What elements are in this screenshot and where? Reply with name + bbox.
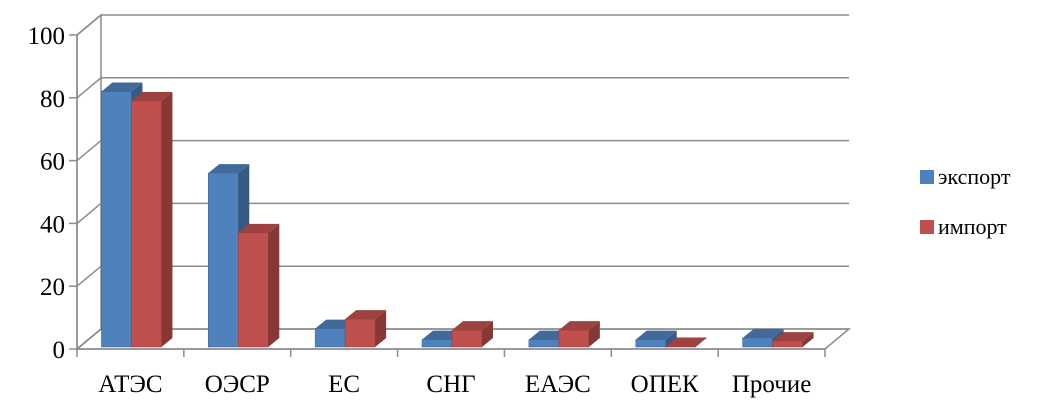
x-tick-label: ЕС bbox=[328, 371, 360, 398]
legend-item-экспорт: экспорт bbox=[920, 164, 1011, 189]
y-axis: 0 20 40 60 80 100 bbox=[28, 23, 78, 364]
x-tick-label: ЕАЭС bbox=[525, 371, 591, 398]
bar-импорт-ЕАЭС bbox=[558, 321, 600, 348]
gridline-60 bbox=[76, 139, 849, 162]
bar-импорт-ЕС bbox=[344, 310, 387, 348]
x-tick-label: СНГ bbox=[426, 371, 475, 398]
plot-walls bbox=[74, 13, 852, 351]
bar-импорт-Прочие bbox=[772, 332, 814, 348]
legend-swatch bbox=[920, 170, 934, 184]
x-tick-label: Прочие bbox=[732, 371, 811, 398]
bar-импорт-ОПЕК bbox=[665, 337, 707, 348]
x-axis: АТЭС ОЭСР ЕС СНГ ЕАЭС ОПЕК Прочие bbox=[76, 348, 826, 398]
gridline-80 bbox=[76, 77, 849, 99]
x-tick-label: ОПЕК bbox=[631, 371, 699, 398]
legend-swatch bbox=[920, 220, 934, 234]
gridlines bbox=[76, 14, 849, 350]
bar-импорт-ОЭСР bbox=[238, 223, 280, 348]
bars bbox=[101, 82, 814, 348]
side-wall bbox=[76, 13, 102, 351]
gridline-40 bbox=[76, 202, 849, 224]
legend: экспорт импорт bbox=[920, 164, 1011, 239]
gridline-100 bbox=[76, 14, 849, 36]
y-tick-label: 100 bbox=[28, 23, 66, 50]
legend-label: экспорт bbox=[938, 164, 1011, 189]
y-tick-label: 0 bbox=[53, 337, 66, 364]
y-tick-label: 20 bbox=[40, 274, 65, 301]
legend-label: импорт bbox=[938, 214, 1007, 239]
bar-импорт-АТЭС bbox=[131, 91, 173, 348]
y-tick-label: 40 bbox=[40, 211, 65, 238]
x-tick-label: ОЭСР bbox=[205, 371, 270, 398]
gridline-20 bbox=[76, 265, 849, 287]
bar-экспорт-ОПЕК bbox=[635, 330, 677, 348]
legend-item-импорт: импорт bbox=[920, 214, 1007, 239]
bar-импорт-СНГ bbox=[451, 321, 493, 348]
x-tick-label: АТЭС bbox=[98, 371, 162, 398]
y-tick-label: 60 bbox=[40, 149, 65, 176]
y-tick-label: 80 bbox=[40, 86, 65, 113]
